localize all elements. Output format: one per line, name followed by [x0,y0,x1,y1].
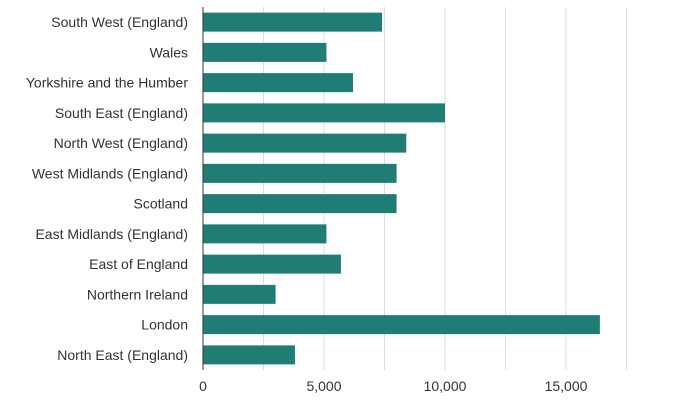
category-label: London [141,317,188,333]
bar [203,103,445,123]
bars [203,12,600,365]
category-label: Yorkshire and the Humber [26,75,188,91]
category-label: East of England [89,256,188,272]
bar [203,224,327,244]
bar [203,284,276,304]
category-label: North East (England) [57,347,188,363]
x-axis-ticks: 0 5,000 10,000 15,000 [199,378,588,394]
category-label: Northern Ireland [87,286,188,302]
category-label: South West (England) [51,14,188,30]
category-label: South East (England) [55,105,188,121]
x-tick-label: 10,000 [424,378,467,394]
category-label: Scotland [134,196,188,212]
category-label: East Midlands (England) [35,226,188,242]
category-label: Wales [150,44,188,60]
bar [203,254,341,274]
bar [203,345,295,365]
x-tick-label: 5,000 [306,378,341,394]
bar [203,194,397,214]
bar [203,42,327,62]
category-labels: South West (England) Wales Yorkshire and t… [26,14,188,363]
category-label: North West (England) [54,135,188,151]
bar [203,163,397,183]
bar [203,133,407,153]
bar [203,315,600,335]
bar [203,73,354,93]
x-tick-label: 0 [199,378,207,394]
grid-lines [263,7,627,370]
bar [203,12,383,32]
category-label: West Midlands (England) [32,165,188,181]
x-tick-label: 15,000 [545,378,588,394]
